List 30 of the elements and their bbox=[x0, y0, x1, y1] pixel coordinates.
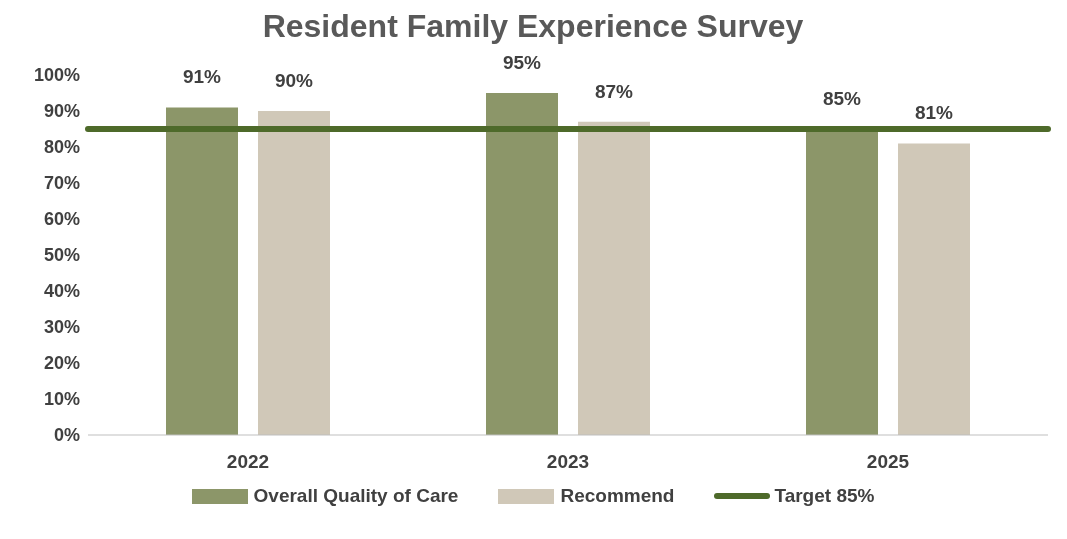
legend-label: Target 85% bbox=[773, 485, 875, 507]
y-tick-label: 80% bbox=[43, 137, 80, 158]
y-tick-label: 100% bbox=[33, 65, 80, 86]
bar bbox=[258, 111, 330, 435]
y-tick-label: 50% bbox=[43, 245, 80, 266]
data-label: 90% bbox=[274, 70, 314, 91]
y-tick-label: 70% bbox=[43, 173, 80, 194]
data-label: 95% bbox=[502, 52, 542, 73]
y-tick-label: 20% bbox=[43, 353, 80, 374]
y-tick-label: 30% bbox=[43, 317, 80, 338]
y-tick-label: 0% bbox=[53, 425, 80, 446]
x-tick-label: 2023 bbox=[546, 451, 590, 473]
bar bbox=[578, 121, 650, 435]
y-tick-label: 40% bbox=[43, 281, 80, 302]
x-tick-label: 2025 bbox=[866, 451, 910, 473]
data-label: 91% bbox=[182, 66, 222, 88]
y-tick-label: 90% bbox=[43, 101, 80, 122]
data-label: 81% bbox=[914, 102, 954, 124]
data-label: 85% bbox=[822, 88, 862, 109]
bar bbox=[166, 107, 238, 435]
legend-label: Recommend bbox=[559, 485, 675, 507]
bar bbox=[898, 143, 970, 435]
chart-title: Resident Family Experience Survey bbox=[261, 8, 805, 45]
legend-label: Overall Quality of Care bbox=[252, 485, 459, 507]
bar bbox=[806, 129, 878, 435]
bar bbox=[486, 93, 558, 435]
data-label: 87% bbox=[594, 80, 634, 102]
y-tick-label: 60% bbox=[43, 209, 80, 230]
y-tick-label: 10% bbox=[43, 389, 80, 410]
x-tick-label: 2022 bbox=[226, 451, 270, 473]
